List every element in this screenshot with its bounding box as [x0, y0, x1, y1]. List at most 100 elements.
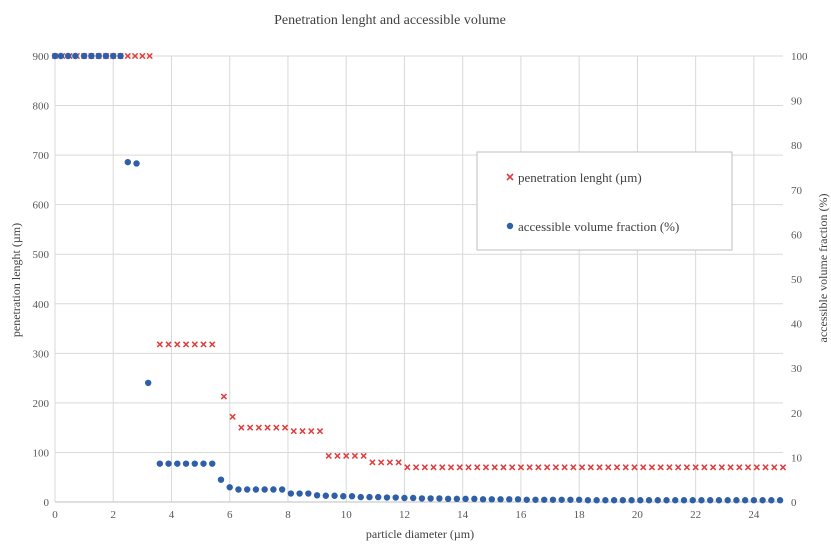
volume-point-20: [217, 476, 225, 483]
right-y-tick-label-3: 30: [791, 363, 803, 375]
volume-point-7: [102, 52, 110, 60]
volume-point-53: [506, 496, 513, 503]
penetration-point-75: [692, 464, 699, 471]
penetration-point-67: [622, 464, 629, 471]
volume-point-59: [558, 496, 565, 503]
volume-point-2: [64, 52, 72, 60]
penetration-point-77: [709, 464, 717, 471]
series-accessible-volume: [51, 52, 784, 504]
volume-point-18: [200, 460, 207, 467]
penetration-point-74: [683, 464, 691, 471]
penetration-point-83: [762, 464, 769, 471]
penetration-point-85: [779, 464, 787, 471]
volume-point-39: [383, 494, 391, 501]
x-tick-label-11: 22: [690, 509, 701, 521]
penetration-point-76: [701, 464, 708, 471]
volume-point-15: [174, 460, 181, 467]
legend-box: [476, 151, 733, 251]
penetration-point-13: [146, 52, 153, 60]
volume-point-9: [117, 52, 124, 60]
penetration-point-66: [613, 464, 621, 471]
volume-point-51: [488, 496, 495, 503]
right-y-tick-label-7: 70: [791, 185, 803, 197]
penetration-point-34: [334, 452, 341, 460]
volume-point-38: [375, 493, 382, 501]
penetration-point-38: [369, 459, 376, 466]
volume-point-72: [672, 497, 679, 504]
left-y-tick-label-9: 900: [33, 51, 50, 63]
volume-point-56: [532, 496, 539, 503]
volume-point-64: [602, 497, 609, 504]
volume-point-13: [156, 460, 164, 467]
penetration-point-25: [255, 424, 262, 431]
volume-point-57: [541, 496, 548, 503]
left-y-tick-label-2: 200: [33, 398, 50, 410]
volume-point-11: [133, 160, 140, 167]
penetration-point-32: [316, 428, 324, 435]
right-y-tick-label-6: 60: [791, 229, 803, 241]
volume-point-12: [144, 379, 152, 387]
penetration-point-46: [439, 464, 446, 471]
penetration-point-78: [718, 464, 725, 471]
volume-point-62: [584, 497, 592, 504]
left-y-tick-label-1: 100: [33, 447, 50, 459]
penetration-point-31: [308, 428, 315, 435]
volume-point-8: [110, 52, 117, 60]
penetration-point-51: [482, 464, 490, 471]
x-tick-label-2: 4: [169, 509, 175, 521]
penetration-point-49: [465, 464, 472, 471]
right-y-tick-labels: 0 10 20 30 40 50 60 70 80 90 100: [791, 51, 808, 509]
volume-point-63: [593, 497, 600, 504]
penetration-point-22: [229, 413, 236, 420]
left-y-tick-label-8: 800: [33, 101, 50, 113]
volume-point-14: [165, 460, 172, 467]
penetration-point-73: [675, 464, 682, 471]
volume-point-0: [51, 52, 59, 60]
penetration-point-11: [131, 52, 139, 60]
volume-point-61: [575, 496, 583, 503]
x-tick-label-8: 16: [515, 509, 527, 521]
right-y-tick-label-2: 20: [791, 408, 803, 420]
penetration-point-84: [771, 464, 778, 471]
legend-label-penetration: penetration lenght (µm): [518, 170, 642, 185]
right-y-tick-label-8: 80: [791, 140, 803, 152]
penetration-point-62: [578, 464, 586, 471]
volume-point-67: [628, 497, 635, 504]
penetration-point-43: [412, 464, 420, 471]
volume-point-76: [707, 497, 714, 504]
volume-point-74: [689, 497, 696, 504]
penetration-point-59: [552, 464, 559, 471]
penetration-point-72: [666, 464, 673, 471]
volume-point-41: [401, 494, 408, 502]
volume-point-44: [427, 495, 434, 502]
penetration-point-35: [343, 452, 350, 460]
right-y-tick-label-1: 10: [791, 452, 803, 464]
penetration-point-52: [491, 464, 498, 471]
penetration-point-14: [156, 341, 163, 348]
x-tick-label-12: 24: [748, 509, 760, 521]
volume-point-3: [72, 52, 79, 60]
penetration-point-57: [535, 464, 542, 471]
penetration-point-79: [727, 464, 734, 471]
penetration-point-47: [447, 464, 455, 471]
volume-point-23: [243, 486, 251, 493]
penetration-point-41: [395, 459, 402, 466]
penetration-point-58: [543, 464, 551, 471]
penetration-point-81: [744, 464, 752, 471]
volume-point-75: [698, 497, 705, 504]
x-axis-title: particle diameter (µm): [366, 527, 474, 541]
volume-point-10: [124, 158, 131, 166]
volume-point-54: [514, 496, 522, 503]
volume-point-80: [741, 497, 749, 504]
volume-point-34: [340, 493, 347, 500]
volume-point-69: [645, 497, 653, 504]
penetration-point-10: [124, 52, 131, 60]
left-y-tick-label-4: 400: [33, 299, 50, 311]
left-y-tick-label-5: 500: [33, 249, 50, 261]
volume-point-71: [663, 497, 670, 504]
grid-lines: [54, 55, 783, 503]
x-tick-label-3: 6: [227, 509, 233, 521]
penetration-point-33: [325, 452, 332, 460]
penetration-point-55: [517, 464, 525, 471]
